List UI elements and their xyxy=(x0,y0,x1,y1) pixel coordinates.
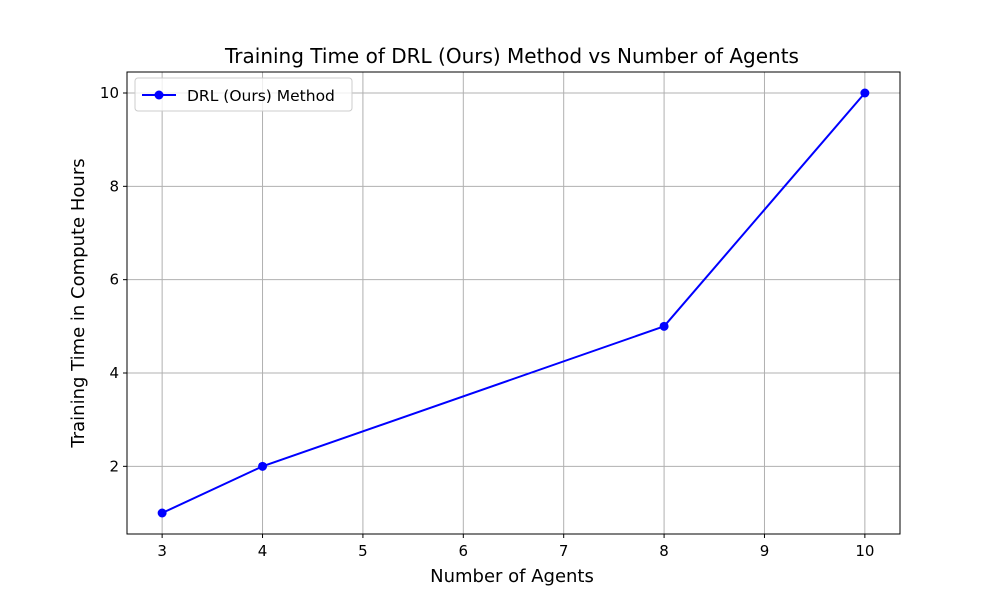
legend-marker xyxy=(154,90,164,100)
y-tick-label: 10 xyxy=(100,84,119,102)
legend: DRL (Ours) Method xyxy=(134,77,353,112)
series-line xyxy=(161,92,866,514)
x-tick-label: 5 xyxy=(358,542,368,560)
data-point xyxy=(659,321,669,331)
x-tick-label: 6 xyxy=(459,542,469,560)
data-point xyxy=(258,461,268,471)
y-tick-label: 8 xyxy=(109,177,119,195)
x-tick-label: 8 xyxy=(659,542,669,560)
grid xyxy=(127,72,900,534)
y-tick-label: 6 xyxy=(109,271,119,289)
y-axis-label: Training Time in Compute Hours xyxy=(68,158,89,448)
x-tick-label: 3 xyxy=(157,542,167,560)
series-layer xyxy=(157,88,870,518)
legend-box xyxy=(134,77,353,112)
y-tick-label: 4 xyxy=(109,364,119,382)
chart-title: Training Time of DRL (Ours) Method vs Nu… xyxy=(224,44,799,68)
x-axis-label: Number of Agents xyxy=(430,566,594,587)
y-tick-label: 2 xyxy=(109,457,119,475)
plot-area-frame xyxy=(126,71,901,535)
x-tick-label: 10 xyxy=(855,542,874,560)
x-tick-label: 4 xyxy=(258,542,268,560)
data-point xyxy=(860,88,870,98)
x-tick-label: 7 xyxy=(559,542,569,560)
x-tick-label: 9 xyxy=(760,542,770,560)
series-drl-ours-method xyxy=(157,88,870,518)
legend-label: DRL (Ours) Method xyxy=(187,87,335,105)
axis-ticks: 3 4 5 6 7 8 9 10 2 4 6 8 10 xyxy=(100,84,875,560)
data-point xyxy=(157,508,167,518)
